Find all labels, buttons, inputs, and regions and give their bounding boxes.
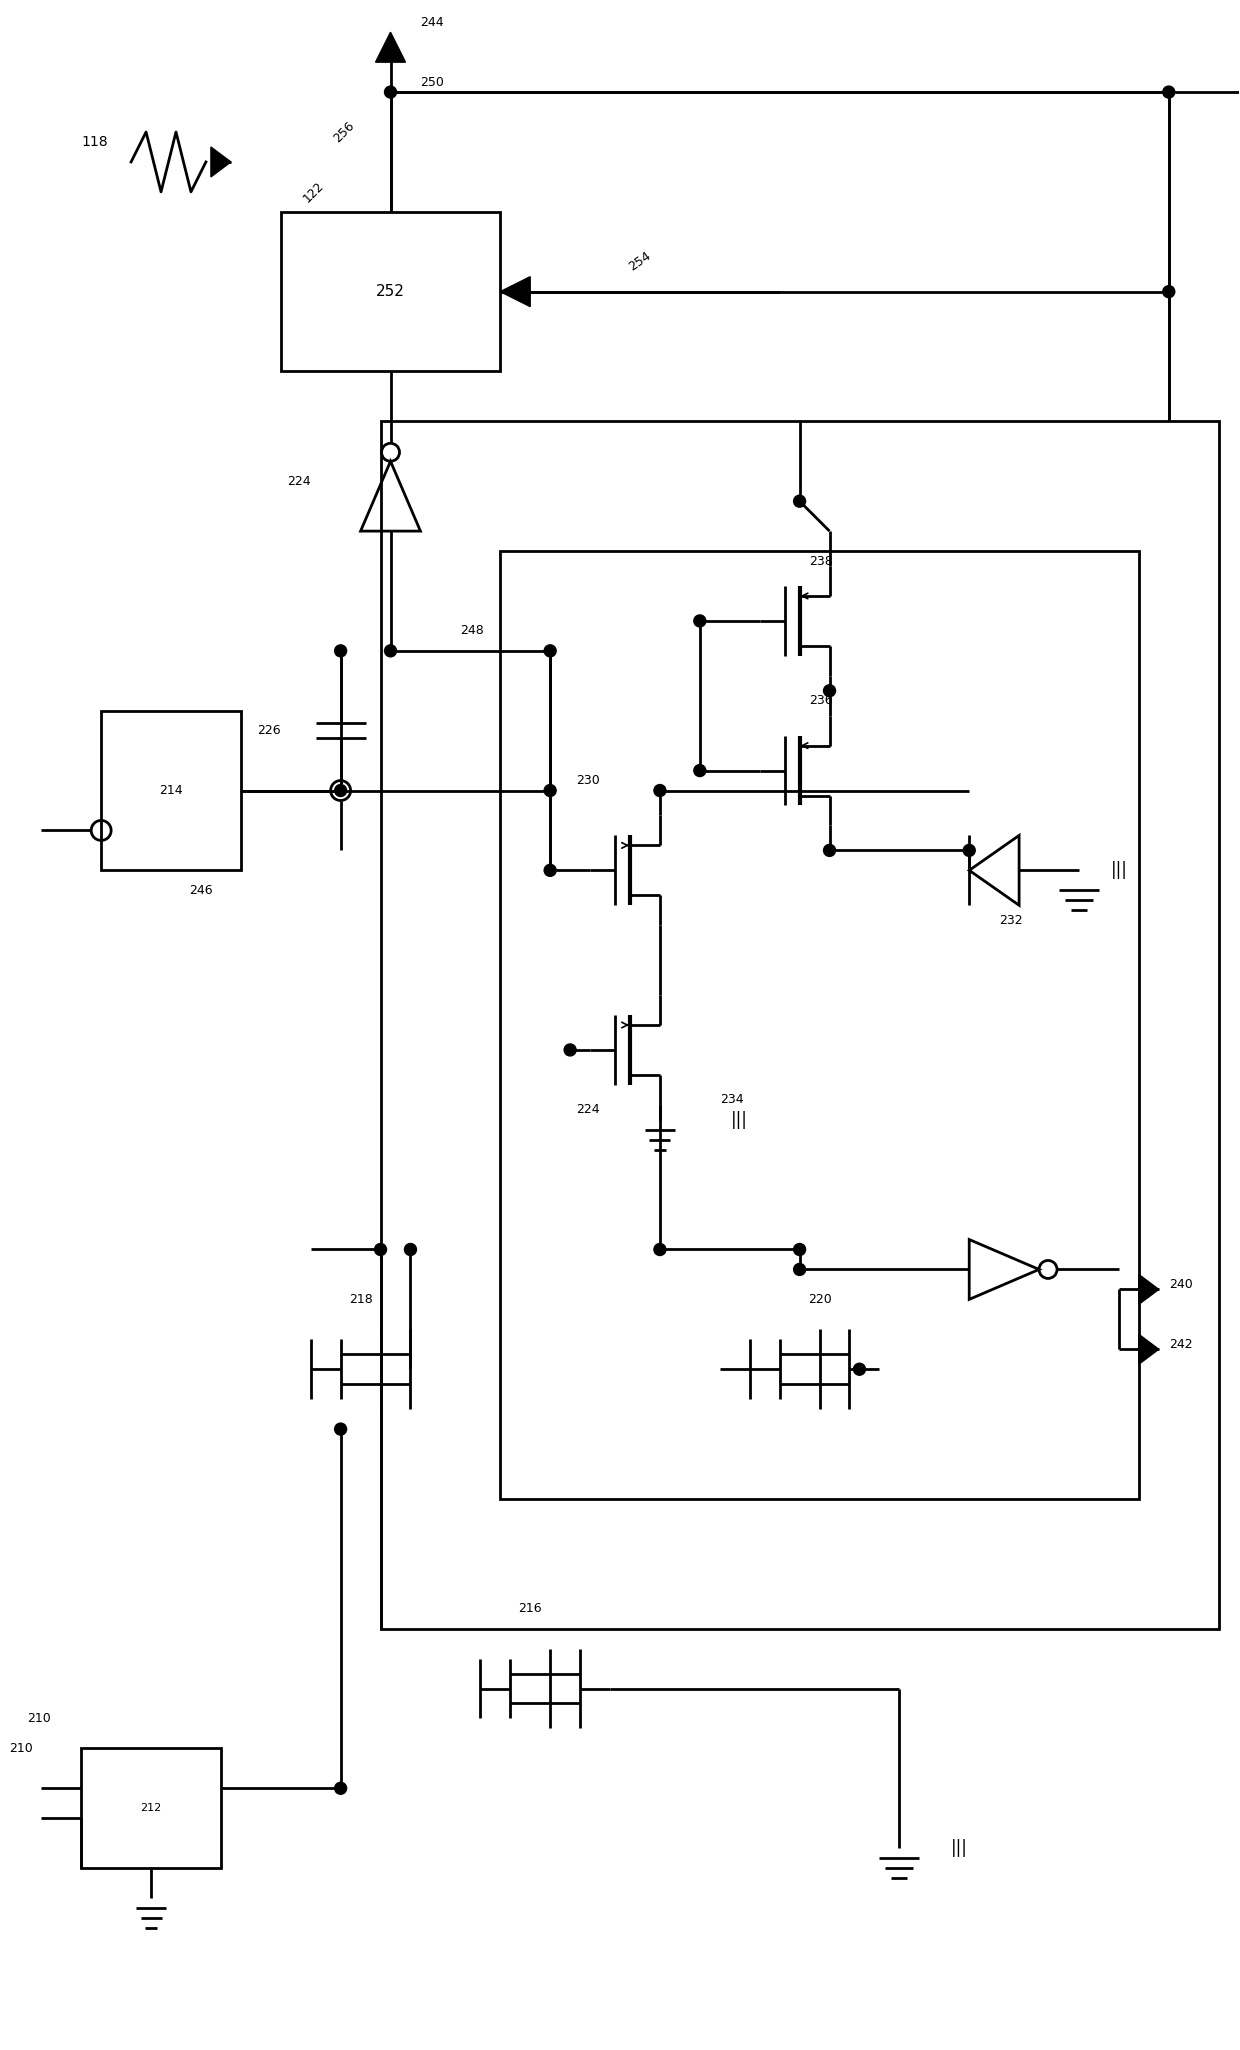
Text: 246: 246 xyxy=(190,884,213,896)
Circle shape xyxy=(544,865,557,875)
Circle shape xyxy=(335,646,347,656)
Circle shape xyxy=(544,785,557,797)
Polygon shape xyxy=(1138,1335,1159,1363)
Circle shape xyxy=(384,646,397,656)
Text: 238: 238 xyxy=(810,556,833,568)
Bar xyxy=(280,211,500,371)
Text: 122: 122 xyxy=(301,178,326,205)
Text: |||: ||| xyxy=(951,1839,967,1857)
Circle shape xyxy=(564,1043,577,1056)
Polygon shape xyxy=(1138,1275,1159,1304)
Text: 236: 236 xyxy=(810,695,833,707)
Circle shape xyxy=(794,496,806,506)
Circle shape xyxy=(694,765,706,777)
Circle shape xyxy=(404,1244,417,1255)
Circle shape xyxy=(335,1781,347,1794)
Polygon shape xyxy=(376,33,405,61)
Circle shape xyxy=(544,646,557,656)
Text: 218: 218 xyxy=(348,1294,372,1306)
Text: 118: 118 xyxy=(81,135,108,150)
Text: 234: 234 xyxy=(719,1093,744,1107)
Circle shape xyxy=(794,1263,806,1275)
Circle shape xyxy=(335,1423,347,1435)
Text: 214: 214 xyxy=(159,783,182,797)
Polygon shape xyxy=(500,277,531,308)
Bar xyxy=(102,711,241,871)
Circle shape xyxy=(653,1244,666,1255)
Text: 224: 224 xyxy=(577,1103,600,1117)
Bar xyxy=(500,551,1138,1499)
Text: 216: 216 xyxy=(518,1603,542,1615)
Circle shape xyxy=(374,1244,387,1255)
Text: 232: 232 xyxy=(999,914,1023,927)
Text: 252: 252 xyxy=(376,285,405,299)
Circle shape xyxy=(1163,86,1174,98)
Bar xyxy=(381,422,1219,1628)
Text: 254: 254 xyxy=(626,250,653,275)
Circle shape xyxy=(384,86,397,98)
Text: |||: ||| xyxy=(732,1111,748,1130)
Bar xyxy=(81,1749,221,1868)
Text: 210: 210 xyxy=(27,1712,51,1724)
Circle shape xyxy=(694,615,706,627)
Text: 210: 210 xyxy=(10,1742,33,1755)
Circle shape xyxy=(653,785,666,797)
Polygon shape xyxy=(211,148,231,176)
Text: 244: 244 xyxy=(420,16,444,29)
Text: 248: 248 xyxy=(460,625,484,638)
Text: 230: 230 xyxy=(577,775,600,787)
Text: 224: 224 xyxy=(288,476,311,488)
Circle shape xyxy=(823,845,836,857)
Text: 242: 242 xyxy=(1169,1339,1193,1351)
Text: 220: 220 xyxy=(807,1294,832,1306)
Text: 240: 240 xyxy=(1169,1277,1193,1292)
Text: 226: 226 xyxy=(257,724,280,738)
Circle shape xyxy=(335,785,347,797)
Text: |||: ||| xyxy=(1111,861,1127,879)
Circle shape xyxy=(853,1363,866,1376)
Circle shape xyxy=(1163,285,1174,297)
Text: 256: 256 xyxy=(331,119,357,146)
Circle shape xyxy=(794,1244,806,1255)
Circle shape xyxy=(963,845,975,857)
Circle shape xyxy=(823,685,836,697)
Text: 250: 250 xyxy=(420,76,444,88)
Text: 212: 212 xyxy=(140,1804,161,1814)
